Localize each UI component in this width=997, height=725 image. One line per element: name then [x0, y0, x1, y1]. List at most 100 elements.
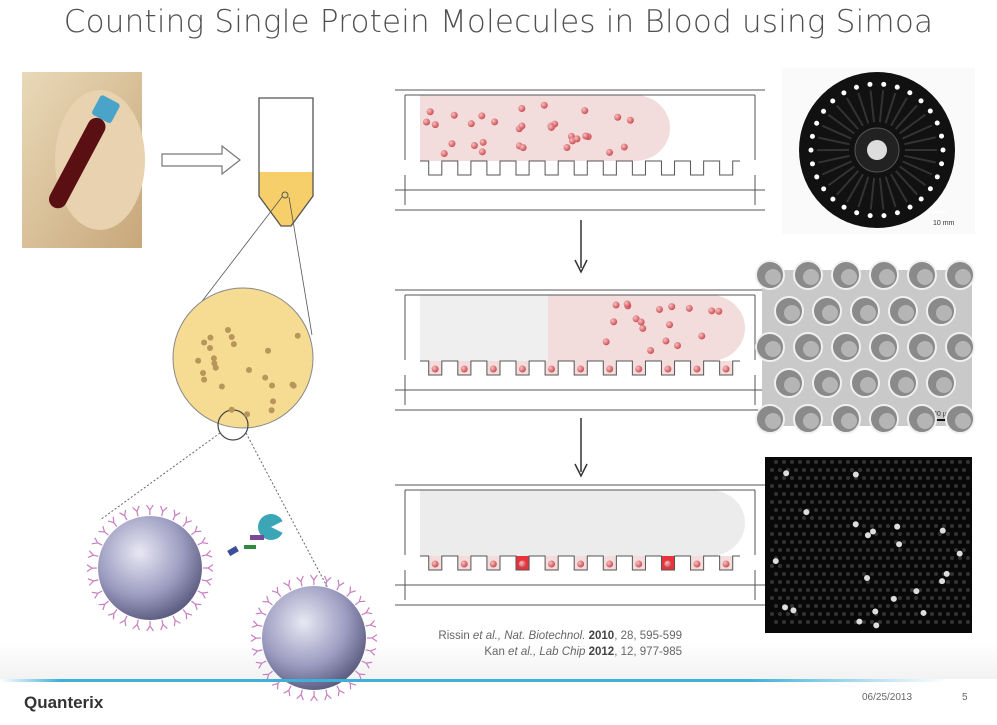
well-bead — [664, 365, 672, 373]
antibody — [336, 579, 345, 591]
bead — [448, 140, 456, 148]
antibody — [365, 648, 377, 656]
positive-well — [852, 471, 859, 478]
microwell-array — [420, 360, 740, 376]
bead — [647, 347, 655, 355]
well-bead — [577, 560, 585, 568]
positive-well — [872, 608, 879, 615]
antibody — [132, 619, 140, 631]
well-bead — [722, 365, 730, 373]
well-bead — [431, 560, 439, 568]
bead — [623, 300, 631, 308]
bead — [698, 332, 706, 340]
bead — [563, 143, 571, 151]
microwell-array — [420, 555, 740, 571]
bead — [467, 120, 475, 128]
bead — [612, 301, 620, 309]
positive-well — [790, 607, 797, 614]
well-bead — [606, 365, 614, 373]
positive-well — [939, 527, 946, 534]
positive-well — [803, 509, 810, 516]
antibody — [197, 590, 209, 599]
well-bead — [635, 560, 643, 568]
antibody — [365, 620, 377, 628]
positive-well — [782, 604, 789, 611]
right-arrow-icon — [161, 144, 241, 176]
protein-dot — [265, 347, 272, 354]
quanterix-logo: Quanterix — [24, 693, 104, 712]
channel-step-2 — [395, 289, 765, 411]
positive-well — [869, 528, 876, 535]
well-bead — [431, 365, 439, 373]
reference-1: Rissin et al., Nat. Biotechnol. 2010, 28… — [438, 630, 682, 642]
bead — [478, 148, 486, 156]
disk-scale-label: 10 mm — [933, 220, 955, 227]
footer-shade — [0, 640, 997, 680]
bead — [426, 108, 434, 116]
well-bead — [693, 365, 701, 373]
antibody — [146, 620, 154, 632]
positive-well — [772, 558, 779, 565]
antibody — [355, 670, 366, 681]
bead — [668, 303, 676, 311]
antibody — [255, 660, 267, 669]
antibody — [367, 634, 378, 642]
antibody — [310, 690, 318, 702]
protein-dot — [218, 383, 225, 390]
antibody — [346, 586, 356, 597]
slide-date: 06/25/2013 — [862, 692, 913, 703]
protein-dot — [201, 339, 208, 346]
antibody — [251, 620, 263, 628]
antibody — [87, 578, 99, 586]
positive-well — [896, 541, 903, 548]
reference-2: Kan et al., Lab Chip 2012, 12, 977-985 — [484, 646, 682, 658]
bead — [431, 121, 439, 129]
protein-dot — [201, 376, 208, 383]
antibody — [296, 575, 304, 587]
down-arrow-icon — [574, 220, 588, 274]
protein-dot — [262, 374, 269, 381]
antibody — [98, 526, 109, 536]
bead — [518, 122, 526, 130]
positive-well — [913, 588, 920, 595]
antibody — [159, 505, 168, 517]
bead — [620, 143, 628, 151]
positive-well — [920, 609, 927, 616]
references: Rissin et al., Nat. Biotechnol. 2010, 28… — [400, 628, 682, 660]
bead — [674, 342, 682, 350]
fluid-plug — [420, 490, 745, 556]
well-bead — [722, 560, 730, 568]
antibody — [271, 586, 282, 598]
positive-well — [864, 574, 871, 581]
antibody — [172, 615, 181, 627]
well-bead — [577, 365, 585, 373]
antibody — [323, 575, 332, 587]
antibody — [190, 525, 202, 536]
bead — [637, 318, 645, 326]
bead — [450, 111, 458, 119]
blood-tube-photo — [22, 72, 145, 248]
antibody — [145, 504, 154, 516]
antibody — [86, 564, 98, 572]
positive-well — [890, 595, 897, 602]
bead — [602, 338, 610, 346]
bead — [606, 148, 614, 156]
fluorescence-image — [765, 457, 972, 633]
antibody — [309, 574, 318, 586]
protein-dot — [270, 398, 277, 405]
antibody — [203, 564, 214, 572]
bead — [626, 116, 634, 124]
antibody — [283, 685, 292, 697]
protein-dot — [206, 345, 213, 352]
well-bead — [635, 365, 643, 373]
bead — [715, 307, 723, 315]
antibody — [250, 634, 262, 642]
positive-well — [939, 578, 946, 585]
protein-dot — [228, 333, 235, 340]
antibody — [361, 607, 373, 616]
antibody — [182, 516, 192, 527]
antibody — [87, 550, 99, 558]
antibody — [354, 595, 366, 606]
protein-dot — [211, 360, 218, 367]
